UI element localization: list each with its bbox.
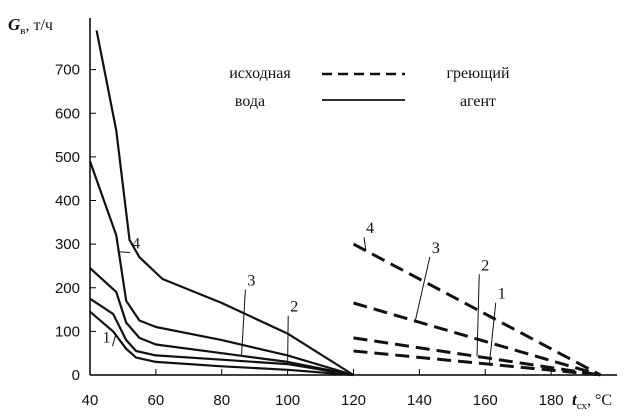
x-tick-label: 60 [148, 392, 165, 409]
curve-label: 2 [481, 257, 489, 274]
tick-labels: 0 100 200 300 400 500 600 700 40 60 80 100 120 140 160… [55, 62, 564, 409]
x-tick-label: 40 [82, 392, 99, 409]
source-water-line-4 [88, 160, 354, 377]
y-tick-label: 100 [55, 323, 80, 340]
axis-titles: Gв, т/ч tсх, °C [8, 15, 612, 412]
legend-dashed-line1: греющий [446, 65, 510, 82]
curve-label-leader [414, 256, 431, 322]
y-tick-label: 500 [55, 149, 80, 166]
curve-label: 3 [247, 273, 255, 290]
y-axis-unit: , т/ч [25, 17, 52, 34]
x-tick-label: 160 [473, 392, 498, 409]
y-axis-symbol: G [8, 15, 21, 34]
legend-solid-line1: исходная [229, 65, 291, 82]
curve-label: 3 [432, 240, 440, 257]
y-tick-label: 700 [55, 62, 80, 79]
legend-dashed-line2: агент [460, 93, 496, 110]
series-lines [88, 30, 602, 377]
curve-label: 2 [290, 299, 298, 316]
source-water-line-1 [89, 310, 354, 377]
y-tick-label: 300 [55, 236, 80, 253]
curve-label-leader [488, 302, 497, 365]
x-tick-label: 100 [275, 392, 300, 409]
source-water-line-2 [89, 297, 354, 377]
curve-label-leader [111, 334, 117, 347]
x-tick-label: 180 [539, 392, 564, 409]
axes [89, 18, 617, 376]
y-axis-title: Gв, т/ч [8, 15, 53, 37]
y-axis-subscript: в [20, 25, 25, 37]
curve-label-leader [118, 251, 131, 253]
x-axis-subscript: сх [577, 400, 588, 412]
legend: исходная вода греющий агент [229, 65, 510, 110]
x-tick-label: 120 [341, 392, 366, 409]
curve-label-leader [241, 289, 246, 356]
curve-label: 4 [366, 220, 374, 237]
y-tick-label: 400 [55, 193, 80, 210]
curve-label-leader [363, 237, 367, 251]
x-axis-unit: , °C [587, 392, 612, 409]
curve-label: 1 [498, 286, 506, 303]
x-tick-label: 140 [407, 392, 432, 409]
y-tick-label: 200 [55, 280, 80, 297]
heating-agent-line-4 [352, 242, 602, 377]
source-water-line-5 [95, 30, 355, 376]
curve-label-leader [287, 315, 289, 365]
source-water-line-3 [89, 267, 354, 377]
curve-label: 1 [102, 329, 110, 346]
x-tick-label: 80 [213, 392, 230, 409]
curve-label: 4 [132, 235, 140, 252]
curve-label-leader [476, 274, 480, 357]
x-axis-title: tсх, °C [572, 390, 612, 412]
y-tick-label: 0 [72, 367, 80, 384]
y-tick-label: 600 [55, 105, 80, 122]
legend-solid-line2: вода [235, 93, 265, 110]
x-axis-symbol: t [572, 390, 578, 409]
